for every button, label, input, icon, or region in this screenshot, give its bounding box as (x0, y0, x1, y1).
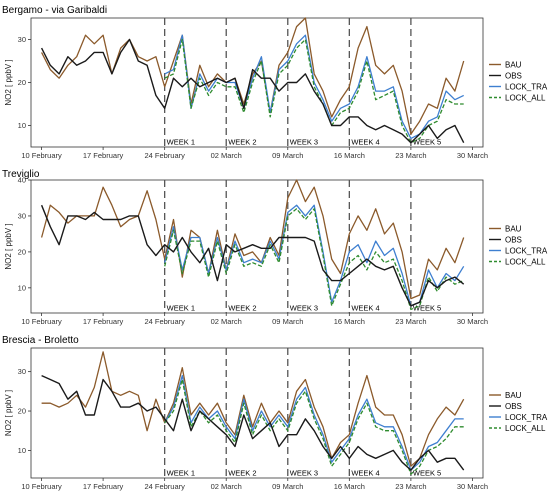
x-tick-label: 17 February (83, 151, 124, 160)
x-tick-label: 16 March (334, 317, 365, 326)
x-tick-label: 30 March (457, 151, 488, 160)
x-tick-label: 09 March (272, 317, 303, 326)
panel-title: Bergamo - via Garibaldi (2, 5, 107, 16)
series-line-obs (41, 374, 465, 471)
x-tick-label: 10 February (21, 482, 62, 491)
x-tick-label: 24 February (144, 317, 185, 326)
week-label: WEEK 5 (413, 138, 441, 147)
legend-label: OBS (505, 72, 522, 81)
chart-panel-2: Treviglio 10 20 30 40 NO2 [ ppbV ] 10 February… (2, 169, 548, 326)
y-tick-label: 10 (18, 283, 26, 292)
legend-label: LOCK_ALL (505, 94, 546, 103)
x-tick-label: 10 February (21, 151, 62, 160)
legend-label: LOCK_TRA (505, 413, 548, 422)
x-tick-label: 30 March (457, 482, 488, 491)
week-label: WEEK 3 (290, 304, 318, 313)
x-tick-label: 02 March (211, 151, 242, 160)
week-label: WEEK 1 (167, 138, 195, 147)
x-tick-label: 09 March (272, 151, 303, 160)
y-axis-label: NO2 [ ppbV ] (4, 390, 13, 436)
series-line-lock-all (164, 208, 464, 311)
legend-label: OBS (505, 402, 522, 411)
y-axis-label: NO2 [ ppbV ] (4, 59, 13, 105)
x-tick-label: 10 February (21, 317, 62, 326)
x-tick-label: 16 March (334, 482, 365, 491)
x-tick-label: 02 March (211, 317, 242, 326)
chart-panel-3: Brescia - Broletto 10 20 30 NO2 [ ppbV ] 10 F… (2, 335, 548, 491)
week-label: WEEK 4 (351, 304, 379, 313)
y-tick-label: 10 (18, 121, 26, 130)
x-tick-label: 17 February (83, 317, 124, 326)
legend-label: LOCK_ALL (505, 424, 546, 433)
x-tick-label: 17 February (83, 482, 124, 491)
legend-label: LOCK_ALL (505, 258, 546, 267)
x-tick-label: 24 February (144, 482, 185, 491)
x-tick-label: 02 March (211, 482, 242, 491)
series-line-lock-all (164, 378, 464, 475)
y-tick-label: 30 (18, 367, 26, 376)
chart-panel-1: Bergamo - via Garibaldi 10 20 30 NO2 [ ppbV … (2, 5, 548, 160)
y-tick-label: 20 (18, 247, 26, 256)
week-label: WEEK 2 (228, 469, 256, 478)
week-label: WEEK 1 (167, 469, 195, 478)
x-tick-label: 30 March (457, 317, 488, 326)
y-tick-label: 30 (18, 211, 26, 220)
legend-label: OBS (505, 236, 522, 245)
x-tick-label: 24 February (144, 151, 185, 160)
week-label: WEEK 3 (290, 469, 318, 478)
legend-label: BAU (505, 225, 522, 234)
week-label: WEEK 2 (228, 138, 256, 147)
y-tick-label: 20 (18, 407, 26, 416)
legend-label: LOCK_TRA (505, 83, 548, 92)
legend-label: LOCK_TRA (505, 247, 548, 256)
series-line-obs (40, 204, 465, 307)
series-line-lock-tra (164, 34, 464, 140)
x-tick-label: 23 March (395, 482, 426, 491)
series-line-lock-all (164, 38, 464, 144)
week-label: WEEK 1 (167, 304, 195, 313)
x-tick-label: 23 March (395, 151, 426, 160)
week-label: WEEK 5 (413, 304, 441, 313)
series-line-bau (40, 179, 465, 300)
series-line-obs (40, 38, 465, 144)
y-tick-label: 30 (18, 35, 26, 44)
x-tick-label: 16 March (334, 151, 365, 160)
plot-area (30, 17, 484, 148)
y-tick-label: 20 (18, 78, 26, 87)
panel-title: Treviglio (2, 169, 40, 180)
x-tick-label: 09 March (272, 482, 303, 491)
y-tick-label: 10 (18, 446, 26, 455)
legend-label: BAU (505, 61, 522, 70)
y-axis-label: NO2 [ ppbV ] (4, 223, 13, 269)
y-tick-label: 40 (18, 176, 26, 185)
week-label: WEEK 2 (228, 304, 256, 313)
week-label: WEEK 3 (290, 138, 318, 147)
week-label: WEEK 5 (413, 469, 441, 478)
series-line-lock-tra (164, 374, 464, 471)
week-label: WEEK 4 (351, 469, 379, 478)
panel-title: Brescia - Broletto (2, 335, 79, 346)
x-tick-label: 23 March (395, 317, 426, 326)
week-label: WEEK 4 (351, 138, 379, 147)
legend-label: BAU (505, 391, 522, 400)
